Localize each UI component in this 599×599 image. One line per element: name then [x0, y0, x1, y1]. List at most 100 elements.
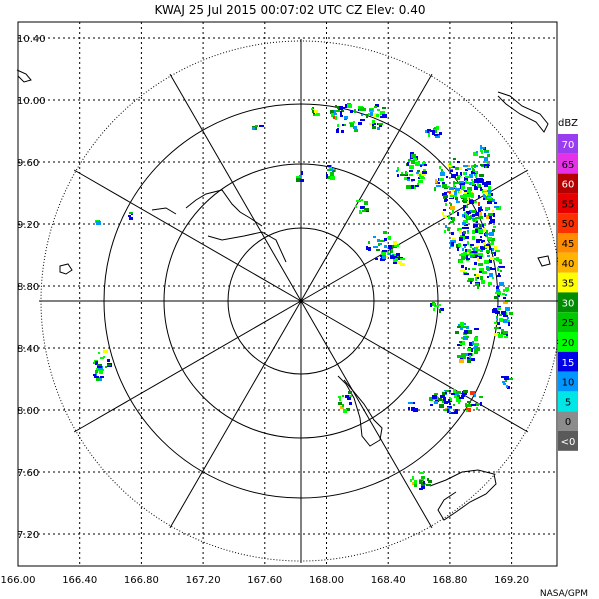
echo-cell — [440, 308, 444, 311]
echo-cell — [482, 182, 486, 185]
echo-cell — [463, 207, 465, 211]
echo-cell — [372, 120, 375, 124]
echo-cell — [440, 172, 445, 176]
echo-cell — [374, 123, 376, 125]
echo-cell — [509, 378, 513, 380]
echo-cell — [484, 213, 486, 217]
echo-cell — [461, 185, 465, 189]
echo-cell — [337, 124, 339, 127]
echo-cell — [364, 208, 369, 211]
echo-cell — [364, 201, 368, 205]
echo-cell — [484, 157, 488, 161]
legend-label: 70 — [562, 140, 575, 151]
echo-cell — [463, 257, 468, 259]
echo-cell — [470, 391, 475, 395]
echo-cell — [296, 178, 301, 182]
echo-cell — [474, 393, 476, 397]
echo-cell — [481, 240, 485, 243]
echo-cell — [445, 225, 447, 228]
echo-cell — [505, 379, 507, 382]
echo-cell — [447, 407, 449, 410]
echo-cell — [479, 396, 483, 398]
echo-cell — [388, 236, 391, 240]
echo-cell — [340, 406, 344, 409]
echo-cell — [459, 230, 462, 234]
echo-cell — [508, 322, 510, 326]
echo-cell — [435, 179, 437, 183]
echo-cell — [467, 348, 472, 351]
echo-cell — [470, 244, 474, 246]
echo-cell — [499, 282, 504, 286]
echo-cell — [487, 237, 492, 240]
echo-cell — [450, 221, 454, 223]
echo-cell — [455, 393, 459, 395]
echo-cell — [494, 246, 497, 250]
echo-cell — [422, 164, 427, 166]
legend-label: 50 — [562, 219, 575, 230]
echo-cell — [463, 336, 468, 340]
echo-cell — [499, 327, 501, 329]
echo-cell — [397, 261, 402, 264]
echo-cell — [396, 253, 400, 256]
echo-cell — [443, 398, 446, 401]
echo-cell — [465, 194, 469, 196]
echo-cell — [342, 124, 344, 126]
echo-cell — [480, 187, 482, 191]
echo-cell — [499, 262, 502, 264]
echo-cell — [373, 236, 376, 238]
echo-cell — [407, 179, 410, 181]
echo-cell — [444, 230, 446, 233]
echo-cell — [442, 392, 445, 396]
echo-cell — [459, 181, 464, 184]
island-north-a — [185, 189, 263, 227]
echo-cell — [347, 397, 351, 400]
echo-cell — [479, 212, 482, 216]
legend-swatch — [558, 411, 578, 431]
echo-cell — [411, 179, 415, 181]
echo-cell — [492, 268, 496, 270]
echo-cell — [394, 261, 398, 264]
echo-cell — [129, 217, 133, 220]
echo-cell — [451, 393, 456, 395]
echo-cell — [417, 170, 420, 173]
echo-cell — [394, 244, 399, 247]
islet-west — [59, 263, 73, 275]
echo-cell — [350, 123, 354, 127]
echo-cell — [479, 224, 481, 228]
echo-cell — [434, 393, 438, 395]
echo-cell — [487, 201, 492, 204]
echo-cell — [477, 257, 479, 261]
echo-cell — [442, 184, 447, 188]
echo-cell — [474, 350, 478, 354]
echo-cell — [450, 203, 452, 206]
echo-cell — [409, 165, 414, 169]
echo-cell — [342, 395, 344, 397]
echo-cell — [463, 326, 468, 328]
echo-cell — [470, 281, 472, 284]
spoke-30 — [300, 73, 433, 302]
echo-cell — [480, 402, 482, 406]
echo-cell — [252, 127, 255, 130]
echo-cell — [483, 223, 486, 226]
echo-cell — [488, 213, 493, 216]
echo-cell — [455, 409, 458, 412]
echo-cell — [457, 355, 462, 358]
echo-cell — [449, 398, 452, 401]
echo-cell — [354, 109, 356, 113]
lon-tick-label: 169.20 — [494, 575, 529, 586]
echo-cell — [464, 273, 469, 275]
echo-cell — [330, 168, 333, 171]
legend-swatch — [558, 252, 578, 273]
echo-cell — [501, 311, 506, 315]
legend-label: 35 — [562, 279, 575, 290]
echo-cell — [481, 150, 483, 154]
echo-cell — [341, 130, 344, 133]
echo-cell — [464, 177, 468, 181]
echo-cell — [478, 256, 482, 259]
echo-cell — [427, 478, 429, 481]
echo-cell — [408, 407, 410, 410]
echo-cell — [434, 128, 436, 131]
echo-cell — [366, 246, 368, 250]
echo-cell — [460, 341, 465, 345]
echo-cell — [455, 188, 460, 191]
